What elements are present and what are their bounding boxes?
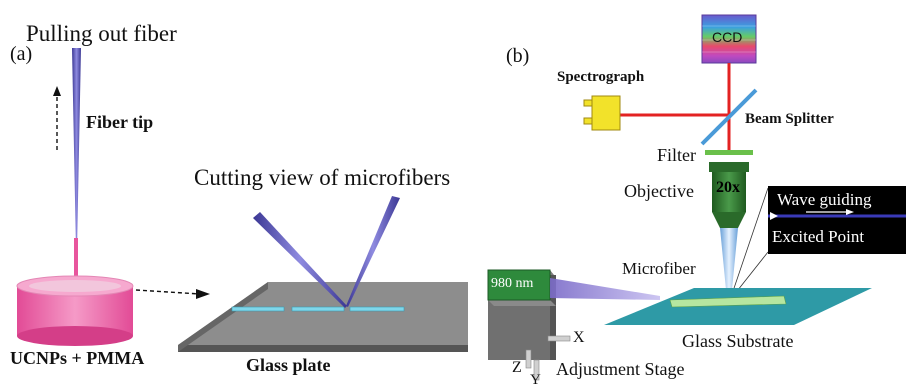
spectrograph	[583, 95, 621, 131]
excitation-cone	[720, 228, 738, 300]
adjustment-stage-label: Adjustment Stage	[556, 359, 685, 379]
ccd-label: CCD	[712, 29, 743, 45]
panel-a	[16, 48, 468, 352]
pulling-out-fiber-label: Pulling out fiber	[26, 21, 177, 46]
ucnps-pmma-beaker	[16, 275, 134, 346]
cutting-tip-left	[253, 212, 347, 308]
excited-point-arrow	[770, 212, 778, 220]
magnification-label: 20x	[716, 179, 740, 196]
pull-arrow-head	[53, 86, 61, 96]
filter	[705, 150, 753, 155]
wave-guiding-label: Wave guiding	[777, 190, 872, 209]
waveguide-inset	[768, 186, 906, 254]
cutting-tip-right	[346, 196, 400, 307]
zoom-line-top	[729, 187, 769, 301]
pulled-fiber	[72, 48, 81, 250]
filter-label: Filter	[657, 145, 696, 165]
panel-b	[487, 14, 906, 381]
spectrograph-label: Spectrograph	[557, 69, 645, 85]
wave-guiding-arrow-head	[846, 209, 854, 215]
glass-substrate	[604, 288, 872, 325]
axis-x-label: X	[573, 329, 585, 346]
fiber-tip-label: Fiber tip	[86, 112, 154, 132]
laser-beam	[550, 278, 660, 300]
transfer-arrow-head	[196, 289, 210, 299]
glass-plate-label: Glass plate	[246, 355, 331, 375]
beam-splitter	[700, 88, 758, 146]
microfiber-on-substrate	[669, 295, 787, 308]
laser-wavelength-label: 980 nm	[491, 276, 534, 291]
glass-substrate-label: Glass Substrate	[682, 331, 794, 351]
objective-lens	[709, 162, 749, 228]
axis-y-label: Y	[530, 372, 541, 388]
stage-knobs	[525, 335, 571, 381]
objective-label: Objective	[624, 181, 694, 201]
microfiber-label: Microfiber	[622, 259, 696, 278]
fiber-pmma-coating	[74, 238, 78, 278]
laser-box	[487, 269, 551, 301]
axis-z-label: Z	[512, 359, 522, 376]
excited-point-label: Excited Point	[772, 227, 865, 246]
ucnps-pmma-label: UCNPs + PMMA	[10, 348, 145, 368]
ccd-camera	[701, 14, 757, 64]
beam-splitter-label: Beam Splitter	[745, 111, 834, 127]
panel-b-label: (b)	[506, 45, 530, 67]
cut-microfibers	[231, 306, 405, 312]
panel-a-label: (a)	[10, 43, 33, 65]
transfer-arrow	[135, 289, 201, 295]
glass-plate	[178, 282, 468, 352]
cutting-view-label: Cutting view of microfibers	[194, 165, 451, 190]
